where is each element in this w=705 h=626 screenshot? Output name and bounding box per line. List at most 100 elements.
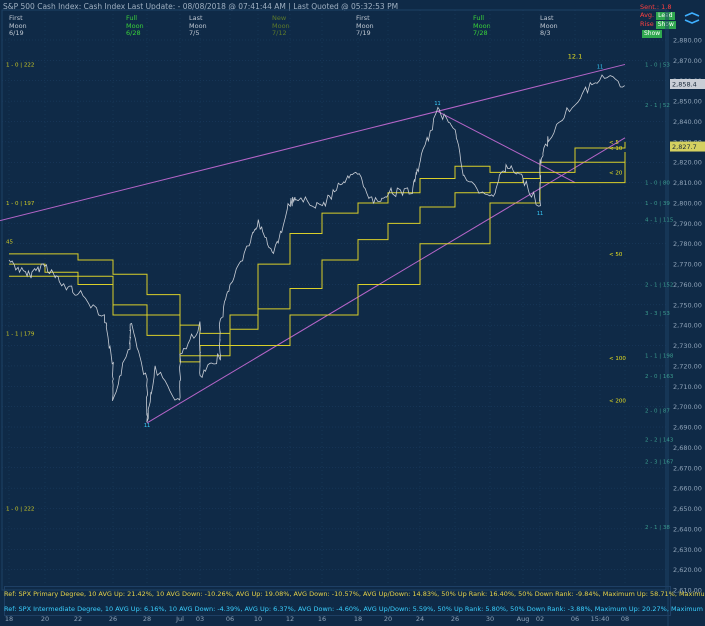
status-row: Show [640, 29, 676, 38]
wave-label: 12.1 [568, 52, 582, 60]
x-tick-label: 16 [318, 615, 326, 623]
price-line [8, 74, 625, 423]
pivot-marker: 11 [597, 65, 603, 71]
y-tick-label: 2,770.00 [673, 261, 702, 269]
level-label: 45 [6, 240, 13, 246]
average-label: < 200 [609, 399, 626, 405]
intermediate-degree-stats: Ref: SPX Intermediate Degree, 10 AVG Up:… [4, 605, 705, 613]
swap-arrows-icon[interactable] [683, 12, 701, 24]
x-tick-label: 26 [109, 615, 117, 623]
level-label: 2 - 3 | 167 [645, 460, 674, 466]
y-tick-label: 2,720.00 [673, 362, 702, 370]
moon-phase-last: Last Moon 7/5 [189, 14, 207, 37]
trendline [0, 63, 626, 222]
x-tick-label: 22 [74, 615, 82, 623]
y-tick-label: 2,670.00 [673, 464, 702, 472]
status-row: Sent.: 1.8 [640, 3, 676, 11]
level-label: 3 - 3 | 53 [645, 311, 670, 317]
moon-phase-new: New Moon 7/12 [272, 14, 290, 37]
trendline [146, 137, 626, 424]
status-row: Avg. Lead [640, 11, 676, 20]
x-tick-label: 02 [536, 615, 544, 623]
y-tick-label: 2,610.00 [673, 587, 702, 595]
price-box [670, 79, 705, 89]
moon-phase-first: First Moon 6/19 [9, 14, 27, 37]
moon-phase-last: Last Moon 8/3 [540, 14, 558, 37]
y-tick-label: 2,640.00 [673, 525, 702, 533]
moon-phase-full: Full Moon 6/28 [126, 14, 144, 37]
level-label: 1 - 0 | 222 [6, 507, 34, 513]
x-tick-label: 24 [416, 615, 424, 623]
x-tick-label: Aug [517, 615, 530, 623]
y-tick-label: 2,660.00 [673, 485, 702, 493]
x-tick-label: 20 [41, 615, 49, 623]
average-label: < 50 [609, 252, 623, 258]
x-tick-label: Jul [175, 615, 184, 623]
plot-frame [1, 9, 667, 591]
level-label: 4 - 1 | 115 [645, 217, 674, 223]
y-tick-label: 2,690.00 [673, 424, 702, 432]
x-tick-label: 03 [196, 615, 204, 623]
y-tick-label: 2,780.00 [673, 240, 702, 248]
level-label: 1 - 0 | 39 [645, 201, 670, 207]
x-tick-label: 28 [143, 615, 151, 623]
level-label: 2 - 0 | 163 [645, 374, 674, 380]
status-label: Sent.: 1.8 [640, 3, 672, 11]
level-label: 1 - 0 | 80 [645, 181, 670, 187]
level-label: 1 - 0 | 197 [6, 201, 35, 207]
x-tick-label: 06 [571, 615, 579, 623]
y-tick-label: 2,760.00 [673, 281, 702, 289]
y-tick-label: 2,730.00 [673, 342, 702, 350]
y-tick-label: 2,750.00 [673, 301, 702, 309]
average-label: < 20 [609, 170, 623, 176]
y-tick-label: 2,630.00 [673, 546, 702, 554]
level-label: 2 - 1 | 38 [645, 525, 670, 531]
chart-title: S&P 500 Cash Index: Cash Index Last Upda… [3, 2, 399, 11]
trendline [437, 110, 576, 184]
price-box [670, 141, 705, 152]
x-tick-label: 26 [451, 615, 459, 623]
x-tick-label: 06 [226, 615, 234, 623]
y-tick-label: 2,740.00 [673, 322, 702, 330]
x-tick-label: 18 [5, 615, 13, 623]
price-box-label: 2,858.4 [672, 81, 697, 89]
level-label: 2 - 2 | 143 [645, 437, 674, 443]
pivot-marker: 11 [434, 101, 440, 107]
level-label: 1 - 1 | 179 [6, 331, 35, 337]
average-step-line [9, 162, 626, 357]
status-label: Avg. [640, 11, 655, 19]
x-tick-label: 30 [486, 615, 494, 623]
x-tick-label: 10 [254, 615, 262, 623]
status-label: Rise [640, 20, 654, 28]
level-label: 2 - 1 | 152 [645, 282, 673, 288]
pivot-marker: 11 [537, 211, 543, 217]
average-step-line [9, 141, 626, 363]
y-tick-label: 2,620.00 [673, 566, 702, 574]
y-tick-label: 2,850.00 [673, 98, 702, 106]
moon-phase-full: Full Moon 7/28 [473, 14, 491, 37]
level-label: 1 - 0 | 53 [645, 62, 670, 68]
y-tick-label: 2,840.00 [673, 118, 702, 126]
y-tick-label: 2,800.00 [673, 199, 702, 207]
y-tick-label: 2,820.00 [673, 159, 702, 167]
y-tick-label: 2,680.00 [673, 444, 702, 452]
x-tick-label: 18 [354, 615, 362, 623]
y-tick-label: 2,650.00 [673, 505, 702, 513]
x-tick-label: 12 [286, 615, 294, 623]
x-tick-label: 20 [384, 615, 392, 623]
status-tag[interactable]: Show [642, 30, 663, 38]
y-tick-label: 2,880.00 [673, 37, 702, 45]
reference-stats-panel [4, 586, 671, 616]
price-box-label: 2,827.7 [672, 143, 697, 151]
y-tick-label: 2,700.00 [673, 403, 702, 411]
y-tick-label: 2,710.00 [673, 383, 702, 391]
average-label: < 10 [609, 146, 623, 152]
average-label: < 100 [609, 356, 626, 362]
status-tag[interactable]: Lead [656, 12, 675, 20]
moon-phase-first: First Moon 7/19 [356, 14, 374, 37]
x-tick-label: 15:40 [591, 615, 610, 623]
y-tick-label: 2,810.00 [673, 179, 702, 187]
level-label: 2 - 0 | 87 [645, 409, 670, 415]
